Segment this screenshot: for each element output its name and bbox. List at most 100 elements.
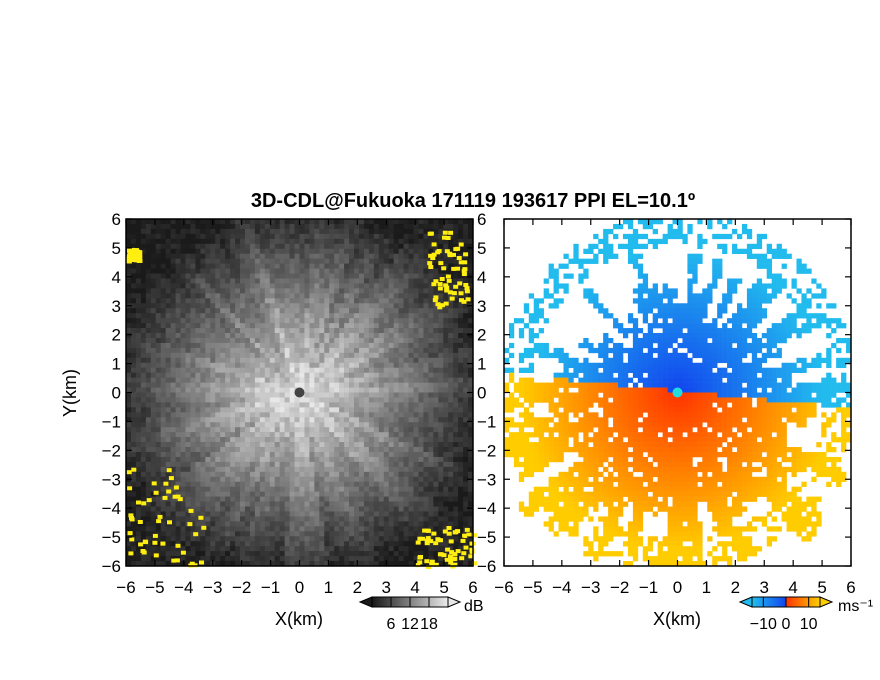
heat-cell — [383, 526, 390, 532]
heat-cell — [428, 432, 434, 438]
heat-cell — [135, 456, 142, 463]
heat-cell — [230, 422, 236, 428]
heat-cell — [309, 238, 315, 245]
heat-cell — [448, 298, 454, 304]
heat-cell — [244, 238, 251, 245]
heat-cell — [165, 283, 171, 289]
heat-cell — [289, 337, 295, 344]
heat-cell — [349, 451, 355, 458]
heat-cell — [240, 407, 246, 413]
heat-cell — [279, 561, 285, 567]
heat-cell — [240, 283, 246, 289]
heat-cell — [334, 516, 340, 522]
heat-cell — [418, 288, 424, 294]
heat-cell — [354, 412, 360, 418]
heat-cell — [254, 546, 261, 552]
heat-cell — [279, 328, 285, 334]
heat-cell — [329, 437, 335, 443]
heat-cell — [205, 303, 211, 309]
clutter-echo — [446, 278, 452, 283]
heat-cell — [274, 298, 280, 304]
heat-cell — [235, 377, 241, 383]
heat-cell — [299, 333, 305, 339]
heat-cell — [309, 422, 315, 428]
heat-cell — [230, 357, 236, 364]
heat-cell — [215, 288, 221, 294]
heat-cell — [438, 328, 444, 334]
heat-cell — [215, 303, 221, 309]
heat-cell — [244, 496, 251, 502]
heat-cell — [220, 471, 226, 478]
heat-cell — [458, 223, 464, 230]
heat-cell — [180, 501, 186, 507]
heat-cell — [190, 546, 196, 552]
heat-cell — [398, 427, 404, 433]
heat-cell — [363, 496, 370, 502]
heat-cell — [274, 536, 280, 542]
heat-cell — [140, 437, 147, 443]
heat-cell — [463, 362, 469, 369]
heat-cell — [220, 233, 226, 240]
heat-cell — [190, 422, 196, 428]
heat-cell — [140, 496, 147, 502]
heat-cell — [373, 243, 380, 250]
heat-cell — [220, 556, 226, 562]
heat-cell — [165, 258, 171, 264]
heat-cell — [269, 283, 276, 289]
heat-cell — [205, 456, 211, 463]
heat-cell — [393, 556, 399, 562]
heat-cell — [314, 377, 320, 383]
heat-cell — [408, 541, 414, 547]
heat-cell — [289, 382, 295, 388]
heat-cell — [160, 417, 166, 423]
heat-cell — [398, 476, 404, 483]
heat-cell — [269, 347, 276, 354]
heat-cell — [126, 456, 132, 463]
clutter-echo — [175, 494, 181, 499]
heat-cell — [393, 486, 399, 492]
heat-cell — [339, 387, 345, 393]
heat-cell — [368, 397, 375, 403]
heat-cell — [264, 268, 271, 274]
heat-cell — [423, 486, 429, 492]
heat-cell — [344, 288, 350, 294]
heat-cell — [314, 352, 320, 359]
clutter-echo — [180, 550, 186, 555]
heat-cell — [155, 407, 161, 413]
heat-cell — [344, 392, 350, 398]
heat-cell — [368, 481, 375, 487]
heat-cell — [458, 323, 464, 329]
heat-cell — [160, 481, 166, 487]
heat-cell — [165, 447, 171, 453]
heat-cell — [294, 223, 300, 230]
heat-cell — [468, 347, 474, 354]
heat-cell — [403, 362, 409, 369]
heat-cell — [165, 308, 171, 314]
heat-cell — [205, 323, 211, 329]
heat-cell — [249, 377, 256, 383]
heat-cell — [309, 476, 315, 483]
heat-cell — [339, 233, 345, 240]
heat-cell — [468, 432, 474, 438]
heat-cell — [304, 526, 310, 532]
heat-cell — [289, 447, 295, 453]
heat-cell — [235, 268, 241, 274]
heat-cell — [413, 347, 419, 354]
heat-cell — [200, 466, 206, 473]
heat-cell — [363, 481, 370, 487]
heat-cell — [388, 283, 394, 289]
heat-cell — [235, 466, 241, 473]
heat-cell — [324, 461, 330, 468]
heat-cell — [284, 506, 290, 512]
heat-cell — [180, 228, 186, 235]
heat-cell — [334, 506, 340, 512]
heat-cell — [170, 437, 176, 443]
heat-cell — [448, 308, 454, 314]
heat-cell — [388, 288, 394, 294]
heat-cell — [190, 521, 196, 527]
heat-cell — [195, 313, 201, 319]
heat-cell — [309, 402, 315, 408]
heat-cell — [398, 303, 404, 309]
heat-cell — [150, 491, 157, 497]
heat-cell — [289, 407, 295, 413]
